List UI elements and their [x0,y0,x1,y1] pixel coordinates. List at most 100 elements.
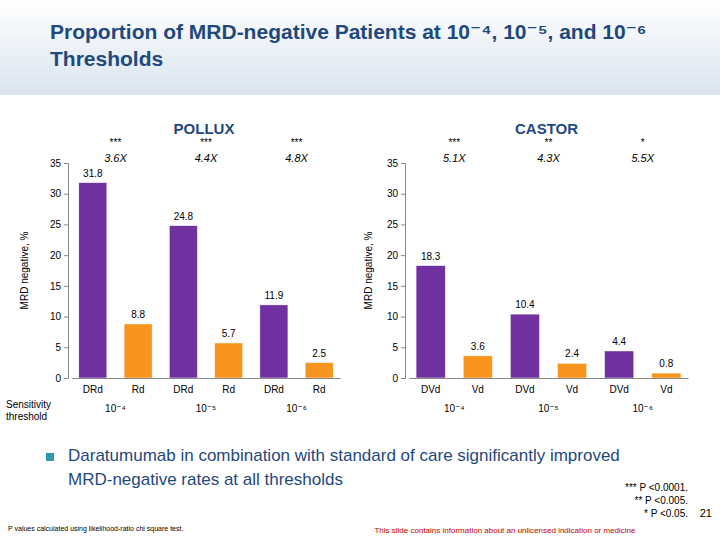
data-label: 31.8 [83,168,103,179]
x-tick-label: Vd [472,384,484,395]
chart: CASTOR05101520253035MRD negative, %DVdVd… [363,120,689,414]
slide-title: Proportion of MRD-negative Patients at 1… [50,18,660,72]
x-tick: Rd [313,378,326,395]
x-tick: DVd [515,378,534,395]
group-label: 10⁻⁴ [105,403,126,414]
bar [215,343,243,378]
group-label: 10⁻⁴ [444,403,465,414]
x-axis-line [73,378,341,379]
y-tick: 0 [392,373,405,384]
y-axis-line [64,164,69,379]
y-tick-mark [64,378,68,379]
x-tick-label: DVd [421,384,440,395]
y-tick-label: 35 [50,158,62,169]
data-label: 2.5 [312,348,326,359]
bar [463,356,492,378]
bar [260,305,288,378]
x-tick-label: Rd [313,384,326,395]
chart: POLLUX05101520253035MRD negative, %DRdRd… [6,120,341,422]
x-tick: DRd [83,378,103,395]
y-tick-label: 15 [50,281,62,292]
y-tick-mark [401,286,405,287]
y-tick-mark [401,163,405,164]
data-labels: 31.88.824.85.711.92.5 [83,168,326,359]
bar [124,324,152,378]
y-axis: 05101520253035 [387,158,406,384]
y-tick-mark [401,378,405,379]
bar [79,183,107,378]
y-tick-mark [64,317,68,318]
bars [416,266,681,378]
y-tick-label: 0 [392,373,398,384]
group-label: 10⁻⁶ [286,403,307,414]
x-tick-label: Vd [566,384,578,395]
fold-change: 4.4X [195,152,218,164]
disclaimer: This slide contains information about an… [374,526,636,535]
y-tick-label: 5 [55,342,61,353]
y-tick: 30 [50,188,68,199]
y-axis-title: MRD negative, % [363,231,374,309]
x-tick-label: DVd [609,384,628,395]
y-tick-mark [401,255,405,256]
y-tick: 35 [50,158,68,169]
significance: *** [200,137,212,148]
y-tick-label: 10 [387,311,399,322]
y-tick-mark [401,347,405,348]
bar [605,351,634,378]
significance: ** [545,137,553,148]
y-tick-mark [401,317,405,318]
y-tick-mark [401,224,405,225]
y-tick-label: 15 [387,281,399,292]
data-label: 3.6 [471,341,485,352]
data-label: 11.9 [265,290,284,301]
y-tick: 10 [50,311,68,322]
x-tick-label: DRd [173,384,193,395]
y-tick: 10 [387,311,405,322]
group-label: 10⁻⁶ [632,403,653,414]
bars [79,183,333,378]
data-labels: 18.33.610.42.44.40.8 [421,251,674,370]
y-tick-label: 20 [50,250,62,261]
bar [557,363,586,378]
y-tick: 15 [50,281,68,292]
y-tick: 0 [55,373,68,384]
method-note: P values calculated using likelihood-rat… [8,525,183,533]
footnote: * P <0.05. [644,508,688,519]
significance: *** [110,137,122,148]
x-tick-label: Rd [222,384,235,395]
fold-change: 5.1X [443,152,466,164]
x-tick-label: Rd [132,384,145,395]
y-tick-label: 25 [50,219,62,230]
bullet-marker [46,453,54,461]
y-axis-line [401,164,406,379]
y-tick: 20 [387,250,405,261]
x-tick: Vd [566,378,578,395]
footnote: *** P <0.0001. [625,482,688,493]
x-axis-title: Sensitivity threshold [6,399,54,422]
x-tick: Vd [472,378,484,395]
y-tick-label: 5 [392,342,398,353]
x-axis-line [410,378,689,379]
y-tick: 15 [387,281,405,292]
fold-change: 4.3X [537,152,560,164]
y-tick: 30 [387,188,405,199]
data-label: 8.8 [131,309,145,320]
data-label: 24.8 [174,211,194,222]
group-label: 10⁻⁵ [538,403,559,414]
x-tick-label: DRd [264,384,284,395]
data-label: 4.4 [612,336,626,347]
y-tick: 20 [50,250,68,261]
x-tick: DVd [421,378,440,395]
x-tick: DVd [609,378,628,395]
significance: *** [291,137,303,148]
fold-change: 4.8X [285,152,308,164]
y-tick-label: 30 [50,188,62,199]
y-tick-label: 35 [387,158,399,169]
x-axis: DRd Rd DRd Rd DRd Rd [73,378,341,395]
bar [652,373,681,378]
chart-title: POLLUX [174,120,235,137]
data-label: 0.8 [659,358,673,369]
data-label: 18.3 [421,251,441,262]
y-tick: 25 [50,219,68,230]
data-label: 2.4 [565,348,579,359]
